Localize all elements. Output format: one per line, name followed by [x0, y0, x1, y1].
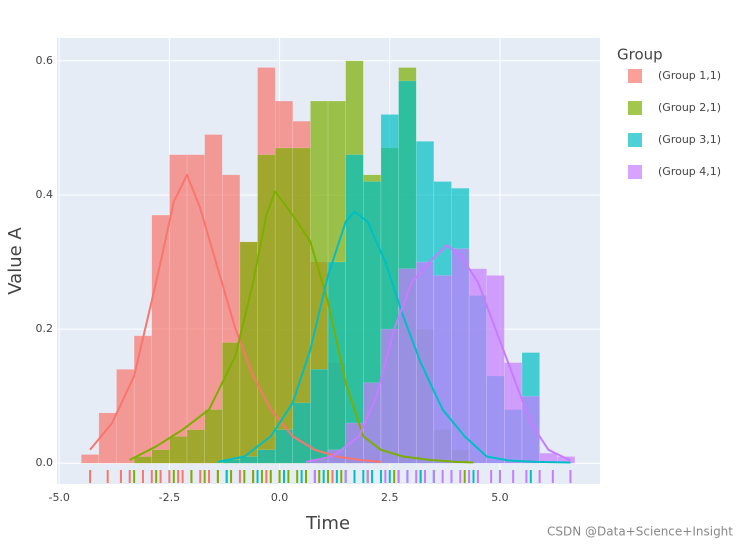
histogram-bar	[363, 382, 382, 464]
kde-curve	[129, 190, 474, 464]
y-tick-label: 0.2	[36, 322, 54, 335]
watermark: CSDN @Data+Science+Insight	[547, 525, 733, 539]
bars	[80, 60, 576, 464]
histogram-bar	[345, 154, 364, 464]
histogram-bar	[151, 449, 170, 464]
kde-curve	[217, 210, 571, 464]
x-tick-label: 0.0	[271, 491, 289, 504]
histogram-bar	[292, 402, 311, 464]
y-tick-label: 0.0	[36, 456, 54, 469]
legend-title: Group	[617, 46, 663, 64]
histogram-bar	[169, 154, 188, 464]
legend-label: (Group 2,1)	[658, 101, 721, 114]
legend-swatch	[628, 101, 642, 115]
x-tick-label: 2.5	[381, 491, 399, 504]
x-axis-title: Time	[305, 513, 350, 534]
histogram-bar	[80, 454, 100, 464]
x-tick-label: 5.0	[491, 491, 509, 504]
y-axis-title: Value A	[5, 227, 26, 295]
legend-swatch	[628, 133, 642, 147]
histogram-bar	[327, 261, 346, 464]
histogram-bar	[133, 456, 153, 464]
histogram-bar	[186, 429, 205, 464]
legend-swatch	[628, 69, 642, 83]
kde-curve	[89, 173, 382, 463]
histogram-bar	[433, 275, 452, 464]
histogram-bar	[257, 449, 276, 464]
histogram-bar	[415, 261, 435, 464]
legend-label: (Group 4,1)	[658, 165, 721, 178]
y-tick-label: 0.6	[36, 54, 54, 67]
curves	[89, 173, 571, 464]
kde-curve	[305, 244, 571, 463]
histogram-bar	[486, 275, 505, 464]
histogram-bar	[186, 154, 205, 464]
legend-label: (Group 1,1)	[658, 69, 721, 82]
histogram-bar	[133, 335, 153, 464]
y-tick-label: 0.4	[36, 188, 54, 201]
histogram-bar	[398, 268, 417, 464]
histogram-bar	[151, 214, 170, 464]
histogram-bar	[204, 409, 223, 464]
x-tick-label: -2.5	[159, 491, 180, 504]
legend-swatch	[628, 165, 642, 179]
histogram-bar	[169, 436, 188, 464]
x-tick-label: -5.0	[48, 491, 69, 504]
histogram-bar	[222, 342, 241, 464]
rug	[89, 470, 572, 483]
legend-label: (Group 3,1)	[658, 133, 721, 146]
